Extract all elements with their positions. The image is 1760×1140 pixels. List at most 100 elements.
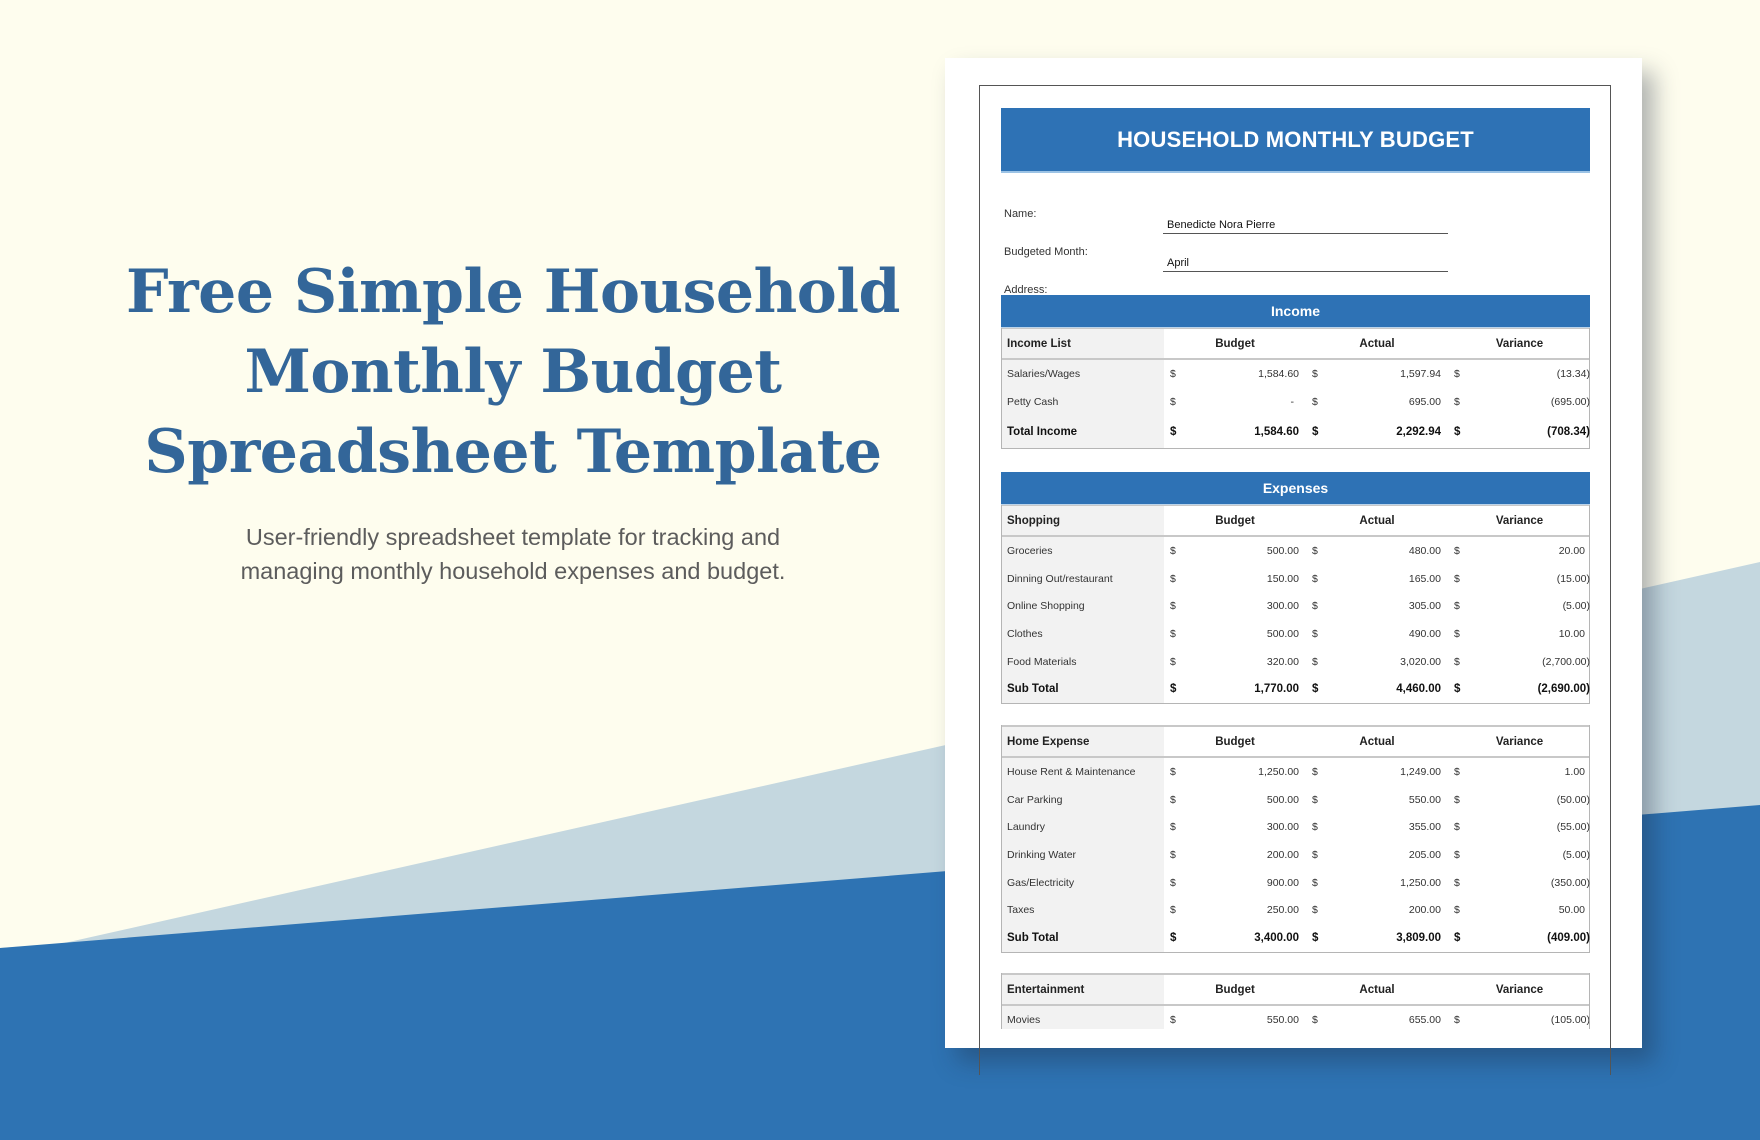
dollar-sign: $ [1170,848,1176,861]
budget-cell: - [1290,395,1295,408]
variance-cell: (15.00) [1556,572,1590,585]
dollar-sign: $ [1454,821,1460,834]
row-item: Gas/Electricity [1002,868,1164,897]
dollar-sign: $ [1312,904,1318,917]
income-list-header: Income List [1002,329,1164,358]
table-row[interactable]: Dinning Out/restaurant $150.00 $165.00 $… [1002,564,1590,593]
budget-cell: 1,770.00 [1254,683,1299,696]
dollar-sign: $ [1170,600,1176,613]
dollar-sign: $ [1312,683,1319,696]
budget-cell: 500.00 [1266,627,1299,640]
budget-cell: 550.00 [1266,1013,1299,1026]
budget-cell: 150.00 [1266,572,1299,585]
dollar-sign: $ [1454,1013,1460,1026]
table-row[interactable]: Taxes $250.00 $200.00 $50.00 [1002,896,1589,925]
actual-cell: 490.00 [1408,627,1441,640]
dollar-sign: $ [1170,627,1176,640]
row-item: Taxes [1002,896,1164,925]
budgeted-month-field[interactable]: April [1163,254,1448,272]
row-item: Total Income [1002,415,1164,449]
home-expense-header-row: Home Expense Budget Actual Variance [1002,725,1589,758]
subtotal-row[interactable]: Sub Total $1,770.00 $4,460.00 $ (2,690.00… [1002,675,1590,704]
row-item: Movies [1002,1006,1164,1029]
page-frame [979,85,1611,1075]
table-row[interactable]: Clothes $500.00 $490.00 $10.00 [1002,620,1589,648]
table-row[interactable]: Gas/Electricity $900.00 $1,250.00 $ (350.… [1002,868,1590,897]
actual-cell: 305.00 [1408,600,1441,613]
table-row[interactable]: Salaries/Wages $1,584.60 $1,597.94 $ (13.… [1002,360,1590,388]
row-item: Car Parking [1002,785,1164,814]
name-label: Name: [1004,208,1037,220]
dollar-sign: $ [1454,655,1460,668]
hero-title-line: Spreadsheet Template [144,417,882,487]
variance-cell: (50.00) [1556,793,1590,806]
dollar-sign: $ [1454,600,1460,613]
variance-column-header: Variance [1495,735,1544,748]
variance-cell: 50.00 [1558,904,1585,917]
dollar-sign: $ [1312,821,1318,834]
table-row[interactable]: Drinking Water $200.00 $205.00 $ (5.00) [1002,841,1590,869]
dollar-sign: $ [1312,572,1318,585]
actual-cell: 480.00 [1408,544,1441,557]
dollar-sign: $ [1170,572,1176,585]
actual-cell: 1,597.94 [1400,367,1441,380]
budget-cell: 300.00 [1266,821,1299,834]
dollar-sign: $ [1454,627,1460,640]
row-item: Sub Total [1002,924,1164,952]
budget-cell: 300.00 [1266,600,1299,613]
table-row[interactable]: House Rent & Maintenance $1,250.00 $1,24… [1002,758,1589,786]
row-item: House Rent & Maintenance [1002,758,1164,786]
dollar-sign: $ [1170,931,1177,944]
variance-cell: (2,700.00) [1542,655,1590,668]
dollar-sign: $ [1454,572,1460,585]
dollar-sign: $ [1454,425,1461,438]
dollar-sign: $ [1312,848,1318,861]
dollar-sign: $ [1170,655,1176,668]
hero-title-line: Monthly Budget [244,337,782,407]
actual-column-header: Actual [1359,983,1395,996]
table-row[interactable]: Laundry $300.00 $355.00 $ (55.00) [1002,813,1590,842]
name-field[interactable]: Benedicte Nora Pierre [1163,216,1448,234]
variance-cell: (105.00) [1550,1013,1590,1026]
row-item: Salaries/Wages [1002,360,1164,388]
shopping-header-row: Shopping Budget Actual Variance [1002,505,1589,537]
hero-subtitle-line: managing monthly household expenses and … [240,558,786,584]
dollar-sign: $ [1170,765,1176,778]
variance-cell: (5.00) [1562,600,1590,613]
table-row[interactable]: Online Shopping $300.00 $305.00 $ (5.00) [1002,592,1590,621]
total-income-row[interactable]: Total Income $1,584.60 $2,292.94 $ (708.3… [1002,415,1590,449]
document-title: HOUSEHOLD MONTHLY BUDGET [1001,108,1590,173]
actual-column-header: Actual [1359,735,1395,748]
dollar-sign: $ [1312,395,1318,408]
dollar-sign: $ [1312,655,1318,668]
row-item: Clothes [1002,620,1164,648]
variance-cell: 20.00 [1558,544,1585,557]
expenses-band: Expenses [1001,472,1590,505]
budgeted-month-label: Budgeted Month: [1004,246,1088,258]
table-row[interactable]: Groceries $500.00 $480.00 $20.00 [1002,537,1589,565]
dollar-sign: $ [1312,600,1318,613]
variance-cell: 1.00 [1564,765,1585,778]
dollar-sign: $ [1170,876,1176,889]
subtotal-row[interactable]: Sub Total $3,400.00 $3,809.00 $ (409.00) [1002,924,1590,952]
budget-cell: 200.00 [1266,848,1299,861]
variance-cell: (2,690.00) [1537,683,1590,696]
budget-cell: 1,584.60 [1254,425,1299,438]
actual-cell: 200.00 [1408,904,1441,917]
table-row[interactable]: Car Parking $500.00 $550.00 $ (50.00) [1002,785,1590,814]
actual-cell: 3,020.00 [1400,655,1441,668]
actual-cell: 4,460.00 [1396,683,1441,696]
table-row[interactable]: Petty Cash $ - $695.00 $ (695.00) [1002,387,1590,416]
variance-cell: (55.00) [1556,821,1590,834]
variance-column-header: Variance [1495,514,1544,527]
dollar-sign: $ [1312,765,1318,778]
budget-cell: 250.00 [1266,904,1299,917]
table-row[interactable]: Movies $550.00 $655.00 $ (105.00) [1002,1006,1589,1029]
address-label: Address: [1004,284,1048,296]
actual-column-header: Actual [1359,514,1395,527]
budget-cell: 1,584.60 [1258,367,1299,380]
budget-cell: 500.00 [1266,793,1299,806]
table-row[interactable]: Food Materials $320.00 $3,020.00 $ (2,700… [1002,647,1590,676]
home-expense-header: Home Expense [1002,727,1164,756]
budget-cell: 900.00 [1266,876,1299,889]
